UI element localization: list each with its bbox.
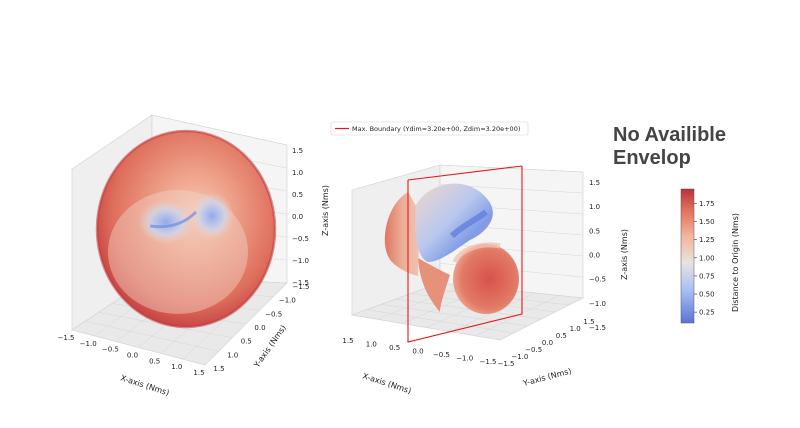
left-z-tick: −1.5	[292, 279, 309, 287]
left-x-tick: 1.0	[171, 363, 182, 371]
right-y-tick: 1.0	[570, 325, 581, 333]
left-xlabel: X-axis (Nms)	[119, 373, 170, 397]
right-envelope-surface	[384, 183, 519, 314]
right-y-tick: −0.5	[525, 346, 542, 354]
right-3d-axes: 1.5−1.51.51.0−1.01.00.5 −0.50.50.00.00.0−…	[342, 164, 629, 396]
right-y-tick: −1.0	[511, 353, 528, 361]
left-envelope-surface	[95, 129, 277, 329]
left-z-tick: −0.5	[292, 235, 309, 243]
right-y-tick: −1.5	[498, 360, 515, 368]
right-x-gridline	[499, 297, 584, 341]
colorbar: 0.25 0.50 0.75 1.00 1.25 1.50 1.75 Distance to…	[680, 188, 740, 324]
right-ylabel: Y-axis (Nms)	[521, 366, 572, 388]
right-blue-crease	[449, 209, 488, 239]
left-z-gridline	[151, 114, 288, 146]
no-envelope-note: No Availible Envelop	[613, 124, 783, 170]
colorbar-tick-label: 0.25	[699, 309, 715, 317]
legend-label: Max. Boundary (Ydim=3.20e+00, Zdim=3.20e…	[352, 125, 520, 133]
colorbar-ticks: 0.25 0.50 0.75 1.00 1.25 1.50 1.75	[694, 200, 715, 317]
note-line-2: Envelop	[613, 147, 691, 169]
left-tick-labels: −1.51.51.5−1.01.01.0−0.50.50.50.00.00.00…	[58, 147, 310, 377]
right-z-tick: −1.5	[589, 324, 606, 332]
colorbar-tick-label: 1.25	[699, 236, 715, 244]
left-sphere-rim	[95, 129, 277, 329]
left-y-tick: 0.0	[254, 324, 265, 332]
right-z-tick: 0.0	[589, 252, 600, 260]
right-z-tick: −0.5	[589, 276, 606, 284]
left-z-tick: 1.5	[292, 147, 303, 155]
right-z-tick: 0.5	[589, 227, 600, 235]
legend-box	[330, 121, 529, 136]
left-crease	[149, 210, 198, 229]
left-x-tick: 0.5	[149, 357, 160, 365]
left-blue-region-left	[138, 200, 194, 244]
left-z-tick: 0.5	[292, 191, 303, 199]
left-y-tick: −1.0	[279, 297, 296, 305]
right-xlabel: X-axis (Nms)	[361, 371, 412, 395]
right-x-tick: 1.0	[366, 341, 377, 349]
right-z-gridline	[439, 243, 584, 257]
note-line-1: No Availible	[613, 124, 726, 146]
right-z-tick: 1.5	[589, 179, 600, 187]
right-left-lobe	[384, 192, 420, 276]
left-y-tick: 1.5	[213, 365, 224, 373]
right-z-gridline	[439, 164, 584, 173]
left-x-tick: −0.5	[102, 346, 119, 354]
left-x-gridline	[204, 282, 288, 366]
boundary-front-edge	[407, 166, 523, 343]
colorbar-tick-label: 1.50	[699, 218, 715, 226]
left-y-tick: 0.5	[241, 338, 252, 346]
left-blue-region-right	[190, 192, 234, 240]
left-y-tick: 1.0	[227, 351, 238, 359]
left-y-tick: −1.5	[293, 283, 310, 291]
right-cap-face	[453, 244, 519, 314]
left-z-tick: 1.0	[292, 169, 303, 177]
colorbar-tick-label: 0.75	[699, 272, 715, 280]
left-x-tick: −1.0	[80, 340, 97, 348]
right-zlabel: Z-axis (Nms)	[620, 229, 629, 280]
colorbar-gradient	[680, 188, 695, 324]
right-y-tick: 0.0	[542, 339, 553, 347]
colorbar-tick-label: 1.00	[699, 254, 715, 262]
right-z-tick: 1.0	[589, 203, 600, 211]
boundary-back-edge	[407, 165, 523, 181]
right-lower-lobe	[418, 258, 450, 312]
right-y-tick: 0.5	[556, 332, 567, 340]
right-x-tick: −0.5	[433, 351, 450, 359]
left-x-tick: 0.0	[127, 352, 138, 360]
right-x-tick: 0.5	[389, 344, 400, 352]
right-z-tick: −1.0	[589, 300, 606, 308]
left-x-tick: 1.5	[193, 369, 204, 377]
left-z-tick: 0.0	[292, 213, 303, 221]
right-x-tick: 1.5	[342, 337, 353, 345]
right-x-tick: −1.5	[480, 358, 497, 366]
right-y-tick: 1.5	[583, 318, 594, 326]
left-x-tick: −1.5	[58, 334, 75, 342]
colorbar-label: Distance to Origin (Nms)	[731, 213, 740, 312]
left-3d-axes: −1.51.51.5−1.01.01.0−0.50.50.50.00.00.00…	[58, 114, 330, 398]
right-x-tick: −1.0	[456, 355, 473, 363]
right-cap-shadow	[452, 242, 501, 264]
right-tick-labels: 1.5−1.51.51.0−1.01.00.5 −0.50.50.00.00.0−…	[342, 179, 606, 368]
right-x-tick: 0.0	[412, 348, 423, 356]
left-y-tick: −0.5	[265, 310, 282, 318]
colorbar-tick-label: 0.50	[699, 291, 715, 299]
left-z-tick: −1.0	[292, 257, 309, 265]
right-cut-face	[415, 183, 493, 262]
left-zlabel: Z-axis (Nms)	[321, 185, 330, 236]
colorbar-tick-label: 1.75	[699, 200, 715, 208]
legend: Max. Boundary (Ydim=3.20e+00, Zdim=3.20e…	[330, 121, 529, 136]
